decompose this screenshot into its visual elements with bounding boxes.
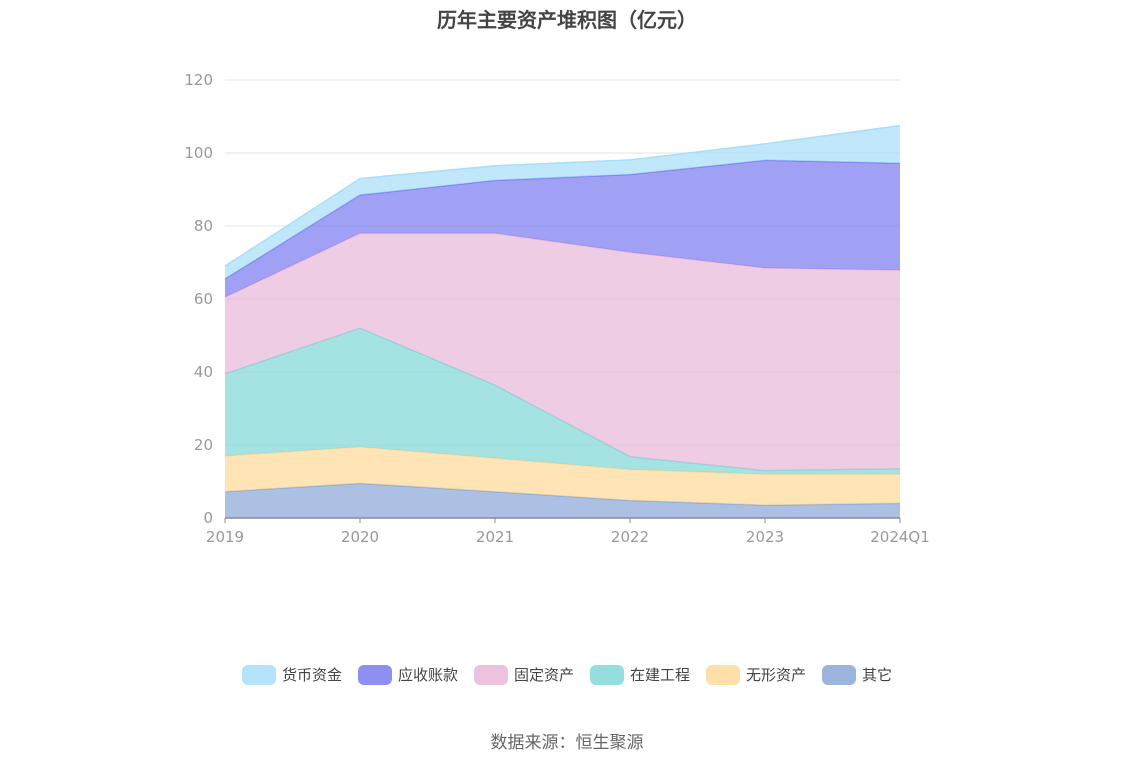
legend-swatch	[241, 664, 276, 685]
data-source: 数据来源：恒生聚源	[490, 733, 644, 753]
area-line-货币资金	[224, 124, 901, 267]
legend-swatch	[473, 664, 508, 685]
legend-item[interactable]: 固定资产	[473, 664, 574, 685]
legend: 货币资金 应收账款 固定资产 在建工程 无形资产 其它	[0, 664, 1134, 685]
legend-label: 无形资产	[746, 666, 807, 684]
y-tick-label: 100	[184, 144, 213, 162]
legend-item[interactable]: 其它	[822, 664, 892, 685]
x-tick-label: 2022	[611, 528, 649, 546]
area-series-固定资产	[225, 233, 900, 471]
y-tick-label: 60	[194, 290, 213, 308]
y-tick-label: 120	[184, 71, 213, 89]
area-series-货币资金	[225, 125, 900, 279]
legend-item[interactable]: 货币资金	[241, 664, 342, 685]
legend-label: 固定资产	[513, 666, 574, 684]
legend-swatch	[357, 664, 392, 685]
legend-item[interactable]: 在建工程	[590, 664, 690, 685]
x-tick-label: 2019	[206, 528, 244, 546]
legend-label: 货币资金	[281, 666, 342, 684]
stacked-area-chart: 0 20 40 60 80 100 120 2019 2020 2021 2022 2023 2024Q…	[184, 71, 930, 546]
y-tick-label: 40	[194, 363, 213, 381]
area-series-其它	[225, 483, 900, 518]
legend-item[interactable]: 无形资产	[706, 664, 806, 685]
area-series-在建工程	[225, 328, 900, 475]
y-tick-label: 0	[203, 509, 213, 527]
legend-item[interactable]: 应收账款	[357, 664, 458, 685]
x-tick-label: 2023	[746, 528, 784, 546]
legend-label: 其它	[862, 666, 893, 684]
x-tick-label: 2021	[476, 528, 514, 546]
legend-swatch	[822, 664, 857, 685]
x-tick-label: 2020	[341, 528, 379, 546]
legend-label: 在建工程	[630, 666, 691, 684]
y-tick-label: 80	[194, 217, 213, 235]
area-series-无形资产	[225, 446, 900, 506]
area-series-应收账款	[225, 160, 900, 298]
x-tick-label: 2024Q1	[870, 528, 930, 546]
chart-title: 历年主要资产堆积图（亿元）	[437, 8, 697, 32]
legend-swatch	[706, 664, 741, 685]
legend-label: 应收账款	[397, 666, 458, 684]
y-tick-label: 20	[194, 436, 213, 454]
legend-swatch	[590, 664, 624, 685]
